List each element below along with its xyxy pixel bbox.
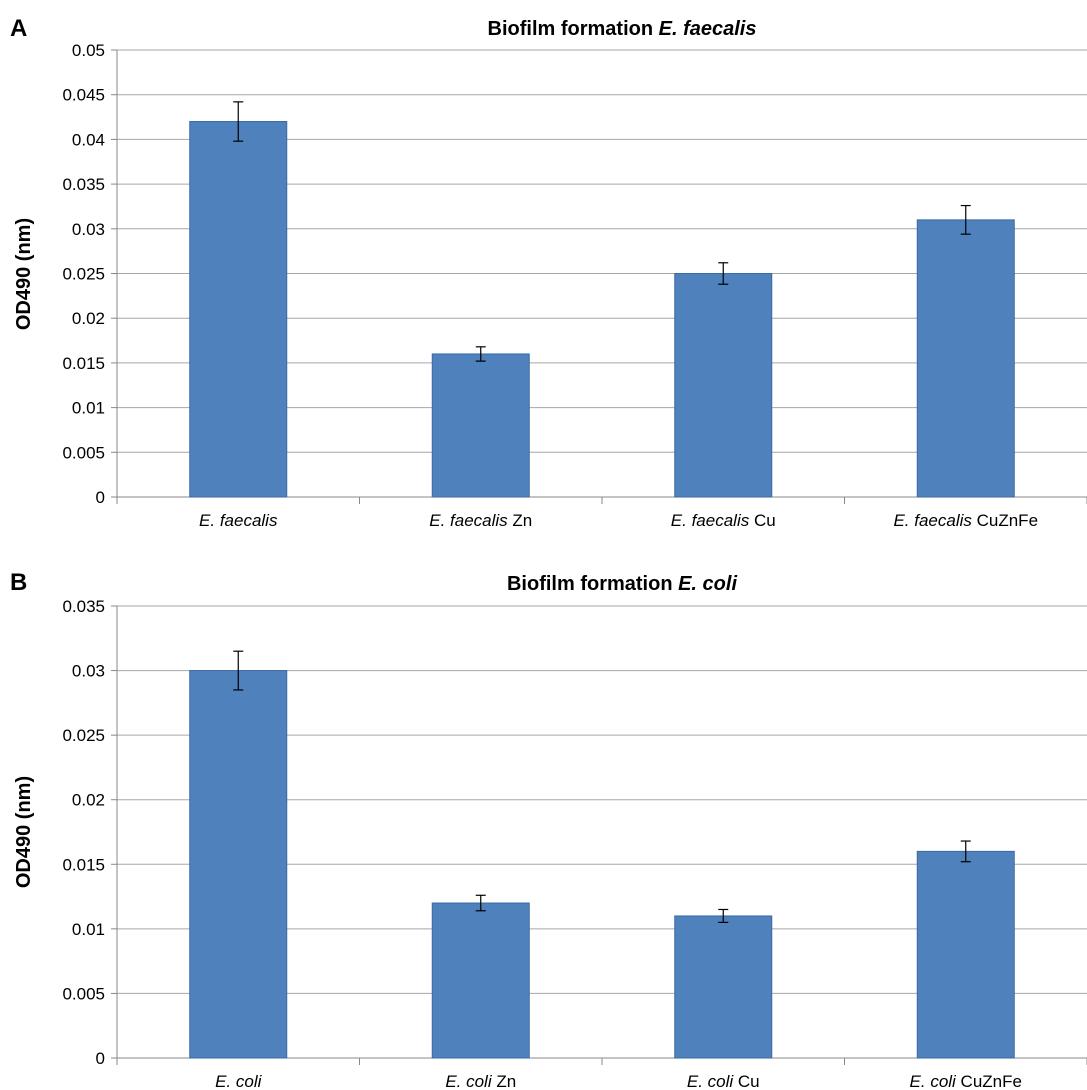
chart-title-organism: E. faecalis bbox=[659, 18, 757, 40]
category-label-treatment: Cu bbox=[749, 511, 775, 530]
bar bbox=[431, 353, 530, 498]
chart-panel-a: A Biofilm formation E. faecalis 0 0.005 0.01… bbox=[10, 15, 1087, 530]
y-tick-label: 0.04 bbox=[72, 130, 105, 149]
bar bbox=[674, 915, 773, 1059]
bar bbox=[431, 902, 530, 1059]
category-label: E. coli CuZnFe bbox=[910, 1072, 1022, 1090]
chart-panel-b: B Biofilm formation E. coli 0 0.005 0.01 0.01… bbox=[10, 569, 1087, 1090]
y-tick-label: 0.02 bbox=[72, 309, 105, 328]
y-tick-label: 0.035 bbox=[62, 597, 105, 616]
category-label-treatment: CuZnFe bbox=[972, 511, 1038, 530]
y-tick-label: 0.035 bbox=[62, 175, 105, 194]
category-label: E. faecalis Zn bbox=[429, 511, 532, 530]
category-label-organism: E. coli bbox=[445, 1072, 493, 1090]
category-label: E. coli Cu bbox=[687, 1072, 760, 1090]
chart-title-organism: E. coli bbox=[678, 573, 737, 595]
y-tick-label: 0.02 bbox=[72, 791, 105, 810]
y-tick-label: 0.025 bbox=[62, 265, 105, 284]
category-label-organism: E. faecalis bbox=[671, 511, 750, 530]
y-tick-label: 0.025 bbox=[62, 726, 105, 745]
bar bbox=[674, 273, 773, 498]
bar bbox=[916, 850, 1015, 1059]
chart-title-main: Biofilm formation bbox=[488, 18, 659, 40]
y-tick-label: 0.015 bbox=[62, 354, 105, 373]
y-tick-label: 0.05 bbox=[72, 41, 105, 60]
y-tick-label: 0.005 bbox=[62, 984, 105, 1003]
category-label-organism: E. coli bbox=[687, 1072, 735, 1090]
y-tick-label: 0.01 bbox=[72, 920, 105, 939]
bar bbox=[916, 219, 1015, 498]
category-label-organism: E. faecalis bbox=[199, 511, 278, 530]
category-label: E. faecalis bbox=[199, 511, 278, 530]
chart-title-main: Biofilm formation bbox=[507, 573, 678, 595]
category-label-treatment: CuZnFe bbox=[956, 1072, 1022, 1090]
chart-title: Biofilm formation E. coli bbox=[507, 573, 737, 595]
category-label-organism: E. coli bbox=[215, 1072, 263, 1090]
bar bbox=[189, 121, 288, 498]
panel-label: B bbox=[10, 569, 27, 596]
category-label-organism: E. faecalis bbox=[893, 511, 972, 530]
y-tick-label: 0 bbox=[96, 488, 105, 507]
y-axis-label: OD490 (nm) bbox=[13, 776, 35, 888]
category-label-treatment: Cu bbox=[733, 1072, 759, 1090]
y-tick-label: 0 bbox=[96, 1049, 105, 1068]
y-tick-label: 0.03 bbox=[72, 662, 105, 681]
category-label: E. faecalis CuZnFe bbox=[893, 511, 1038, 530]
bar bbox=[189, 670, 288, 1059]
y-axis-label: OD490 (nm) bbox=[13, 218, 35, 330]
category-label-organism: E. coli bbox=[910, 1072, 958, 1090]
panel-label: A bbox=[10, 15, 27, 42]
y-tick-label: 0.015 bbox=[62, 855, 105, 874]
category-label: E. coli Zn bbox=[445, 1072, 516, 1090]
category-label: E. faecalis Cu bbox=[671, 511, 776, 530]
y-tick-label: 0.005 bbox=[62, 443, 105, 462]
category-label: E. coli bbox=[215, 1072, 263, 1090]
chart-title: Biofilm formation E. faecalis bbox=[488, 18, 757, 40]
y-tick-label: 0.045 bbox=[62, 86, 105, 105]
category-label-organism: E. faecalis bbox=[429, 511, 508, 530]
category-label-treatment: Zn bbox=[508, 511, 533, 530]
y-tick-label: 0.01 bbox=[72, 399, 105, 418]
category-label-treatment: Zn bbox=[492, 1072, 517, 1090]
y-tick-label: 0.03 bbox=[72, 220, 105, 239]
